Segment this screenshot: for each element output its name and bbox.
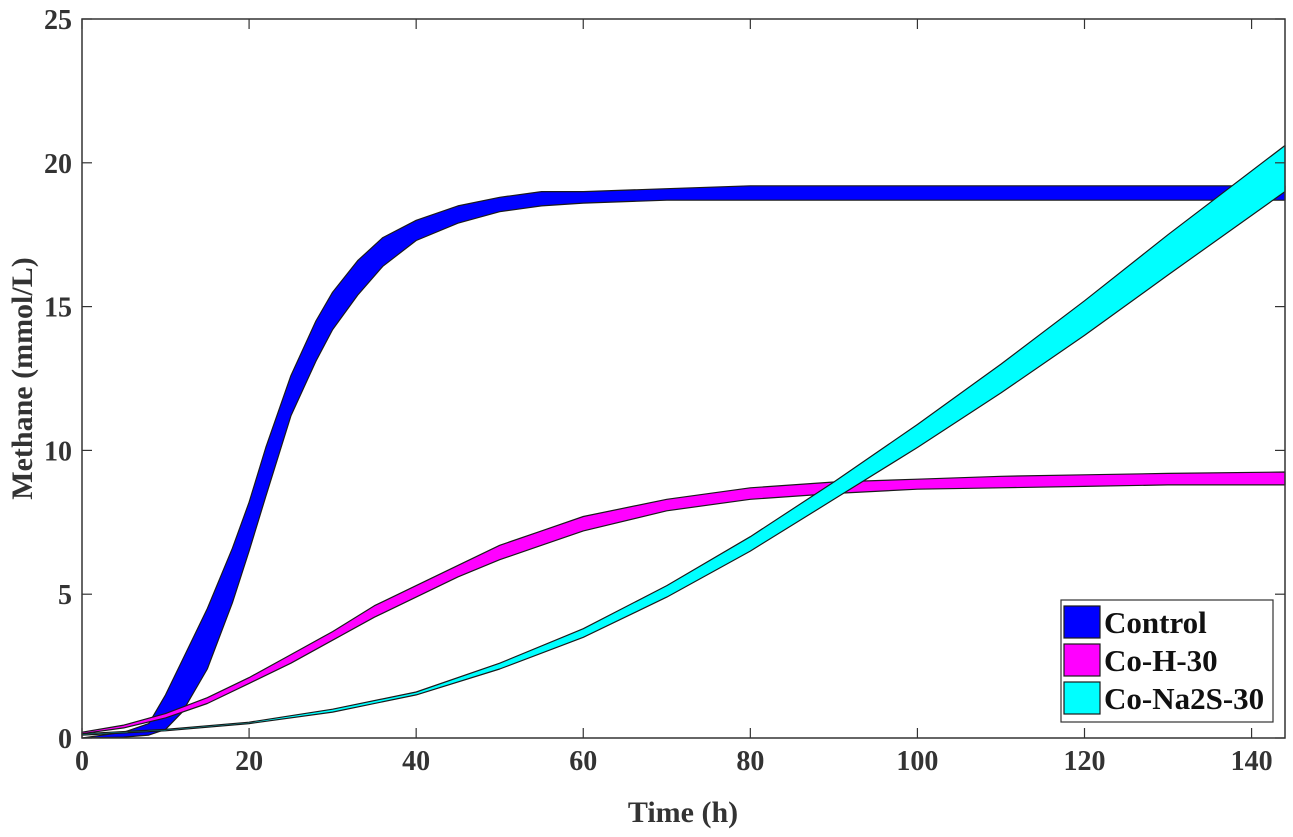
x-tick-label: 140 (1231, 746, 1273, 777)
y-axis-title: Methane (mmol/L) (6, 257, 39, 499)
legend-swatch-control (1063, 605, 1101, 639)
axis-ticks: 0 20 40 60 80 100 120 140 0 5 10 15 20 25 (44, 5, 1285, 777)
x-tick-label: 80 (736, 746, 764, 777)
y-tick-label: 10 (44, 436, 72, 467)
y-tick-label: 15 (44, 293, 72, 324)
plot-frame (81, 18, 1286, 739)
x-axis-title: Time (h) (628, 796, 738, 829)
legend-swatch-co-na2s-30 (1063, 681, 1101, 715)
x-tick-label: 100 (896, 746, 938, 777)
legend-label-co-na2s-30: Co-Na2S-30 (1104, 681, 1264, 716)
legend-label-co-h-30: Co-H-30 (1104, 643, 1218, 678)
y-tick-label: 0 (58, 724, 72, 755)
x-tick-label: 120 (1064, 746, 1106, 777)
legend-label-control: Control (1104, 605, 1207, 640)
x-tick-label: 60 (569, 746, 597, 777)
y-tick-label: 5 (58, 580, 72, 611)
y-tick-label: 25 (44, 5, 72, 36)
x-tick-label: 20 (235, 746, 263, 777)
x-tick-label: 40 (402, 746, 430, 777)
x-tick-label: 0 (75, 746, 89, 777)
legend-swatch-co-h-30 (1063, 643, 1101, 677)
y-tick-label: 20 (44, 149, 72, 180)
